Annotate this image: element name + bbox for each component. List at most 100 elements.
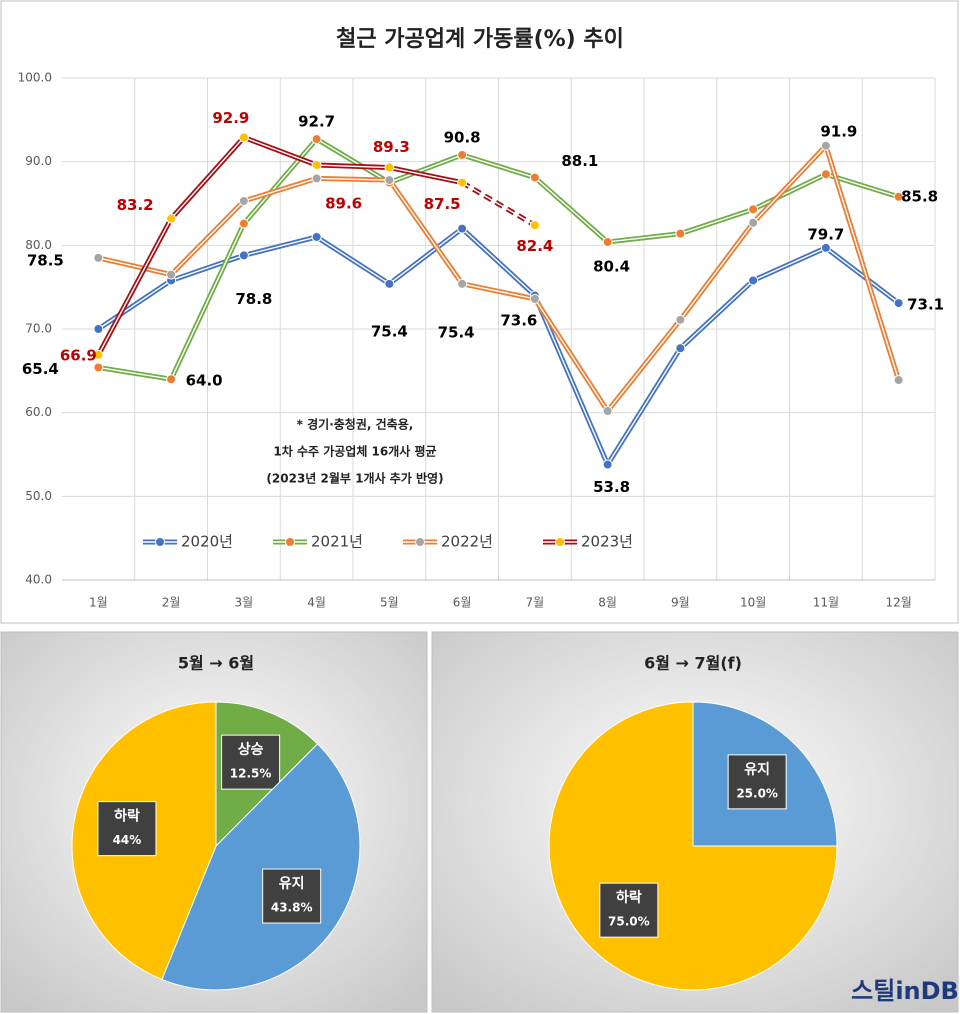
data-label: 90.8: [444, 128, 481, 146]
point: [675, 228, 686, 239]
point: [675, 343, 686, 354]
y-tick-label: 40.0: [25, 573, 52, 587]
data-label: 53.8: [593, 478, 630, 496]
series-line-stripe: [461, 181, 536, 226]
slice-name: 유지: [279, 876, 305, 892]
data-label: 75.4: [371, 322, 408, 340]
data-label: 73.6: [500, 311, 537, 329]
legend-label: 2023년: [581, 533, 633, 551]
point: [238, 250, 249, 261]
point: [820, 169, 831, 180]
point: [529, 172, 540, 183]
series-line-stripe: [98, 138, 899, 380]
x-tick-label: 5월: [380, 596, 399, 610]
data-label: 78.8: [235, 290, 272, 308]
data-label: 91.9: [820, 122, 857, 140]
series-line-stripe: [97, 227, 900, 466]
data-label: 82.4: [516, 237, 553, 255]
point: [893, 298, 904, 309]
x-tick-label: 1월: [89, 596, 108, 610]
chart-title: 6월 → 7월(f): [644, 654, 742, 673]
point: [238, 218, 249, 229]
y-tick-label: 70.0: [25, 322, 52, 336]
x-tick-label: 2월: [162, 596, 181, 610]
y-tick-label: 80.0: [25, 238, 52, 252]
x-tick-label: 8월: [598, 596, 617, 610]
label-box: [221, 734, 281, 790]
data-label: 83.2: [117, 196, 154, 214]
data-label: 79.7: [807, 225, 844, 243]
legend-marker: [155, 537, 165, 547]
slice-value: 75.0%: [608, 915, 650, 929]
chart-title: 5월 → 6월: [178, 654, 254, 673]
point: [93, 324, 104, 334]
data-label: 92.7: [298, 113, 335, 131]
legend-label: 2022년: [441, 533, 493, 551]
series-line-stripe: [98, 145, 900, 412]
point: [93, 349, 104, 360]
point: [311, 134, 322, 145]
point: [311, 231, 322, 242]
point: [529, 220, 540, 231]
data-label: 89.6: [325, 195, 362, 213]
logo: 스틸inDB: [851, 977, 959, 1005]
data-label: 87.5: [424, 195, 461, 213]
point: [457, 278, 468, 289]
data-label: 66.9: [60, 346, 97, 364]
point: [457, 223, 468, 234]
x-tick-label: 4월: [307, 596, 326, 610]
y-tick-label: 90.0: [25, 154, 52, 168]
point: [602, 459, 613, 470]
data-label: 92.9: [212, 109, 249, 127]
label-box: [262, 868, 322, 924]
annotation: (2023년 2월부 1개사 추가 반영): [266, 471, 443, 486]
chart-title: 철근 가공업계 가동률(%) 추이: [336, 27, 624, 52]
label-box: [599, 882, 659, 938]
data-label: 89.3: [373, 138, 410, 156]
point: [238, 132, 249, 143]
point: [748, 204, 759, 215]
slice-value: 43.8%: [271, 901, 313, 915]
x-tick-label: 6월: [453, 596, 472, 610]
slice-value: 12.5%: [230, 767, 272, 781]
point: [166, 374, 177, 385]
point: [748, 217, 759, 228]
point: [602, 405, 613, 416]
data-label: 85.8: [901, 187, 938, 205]
point: [748, 275, 759, 286]
point: [166, 213, 177, 224]
point: [166, 269, 177, 280]
point: [238, 195, 249, 206]
x-tick-label: 11월: [813, 596, 839, 610]
data-label: 64.0: [186, 372, 223, 390]
point: [93, 252, 104, 263]
point: [457, 149, 468, 160]
slice-name: 하락: [114, 808, 140, 825]
x-tick-label: 9월: [671, 596, 690, 610]
data-label: 65.4: [22, 360, 59, 378]
legend-marker: [415, 537, 425, 547]
point: [457, 177, 468, 188]
legend-label: 2021년: [311, 533, 363, 551]
data-label: 88.1: [561, 152, 598, 170]
series-line-stripe: [97, 136, 463, 356]
legend-marker: [555, 537, 565, 547]
point: [893, 375, 904, 386]
slice-name: 상승: [238, 742, 264, 758]
legend-label: 2020년: [181, 533, 233, 551]
slice-name: 하락: [616, 889, 642, 906]
line-panel: [0, 0, 959, 624]
x-tick-label: 12월: [885, 596, 911, 610]
data-label: 78.5: [27, 251, 64, 269]
x-tick-label: 7월: [526, 596, 545, 610]
legend-marker: [285, 537, 295, 547]
point: [820, 140, 831, 151]
data-label: 75.4: [438, 323, 475, 341]
slice-value: 44%: [113, 833, 142, 847]
annotation: 1차 수주 가공업체 16개사 평균: [273, 444, 436, 459]
pie-slice: [161, 743, 361, 991]
point: [675, 314, 686, 325]
slice-value: 25.0%: [736, 786, 778, 800]
point: [820, 242, 831, 253]
